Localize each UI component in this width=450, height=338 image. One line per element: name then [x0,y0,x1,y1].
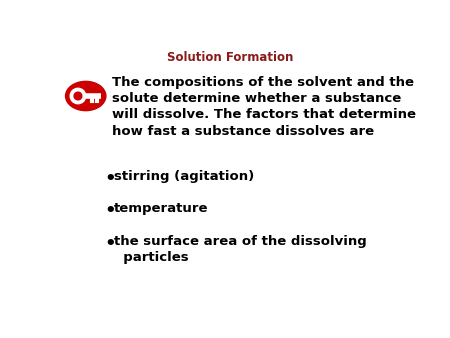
Circle shape [70,88,86,104]
Ellipse shape [66,81,106,111]
Text: •: • [104,170,116,188]
Text: stirring (agitation): stirring (agitation) [114,170,255,183]
Text: the surface area of the dissolving
  particles: the surface area of the dissolving parti… [114,235,367,264]
Text: Solution Formation: Solution Formation [167,51,294,64]
Circle shape [74,92,82,100]
Text: The compositions of the solvent and the
solute determine whether a substance
wil: The compositions of the solvent and the … [112,76,416,138]
Text: •: • [104,202,116,220]
Text: •: • [104,235,116,252]
Text: temperature: temperature [114,202,209,215]
